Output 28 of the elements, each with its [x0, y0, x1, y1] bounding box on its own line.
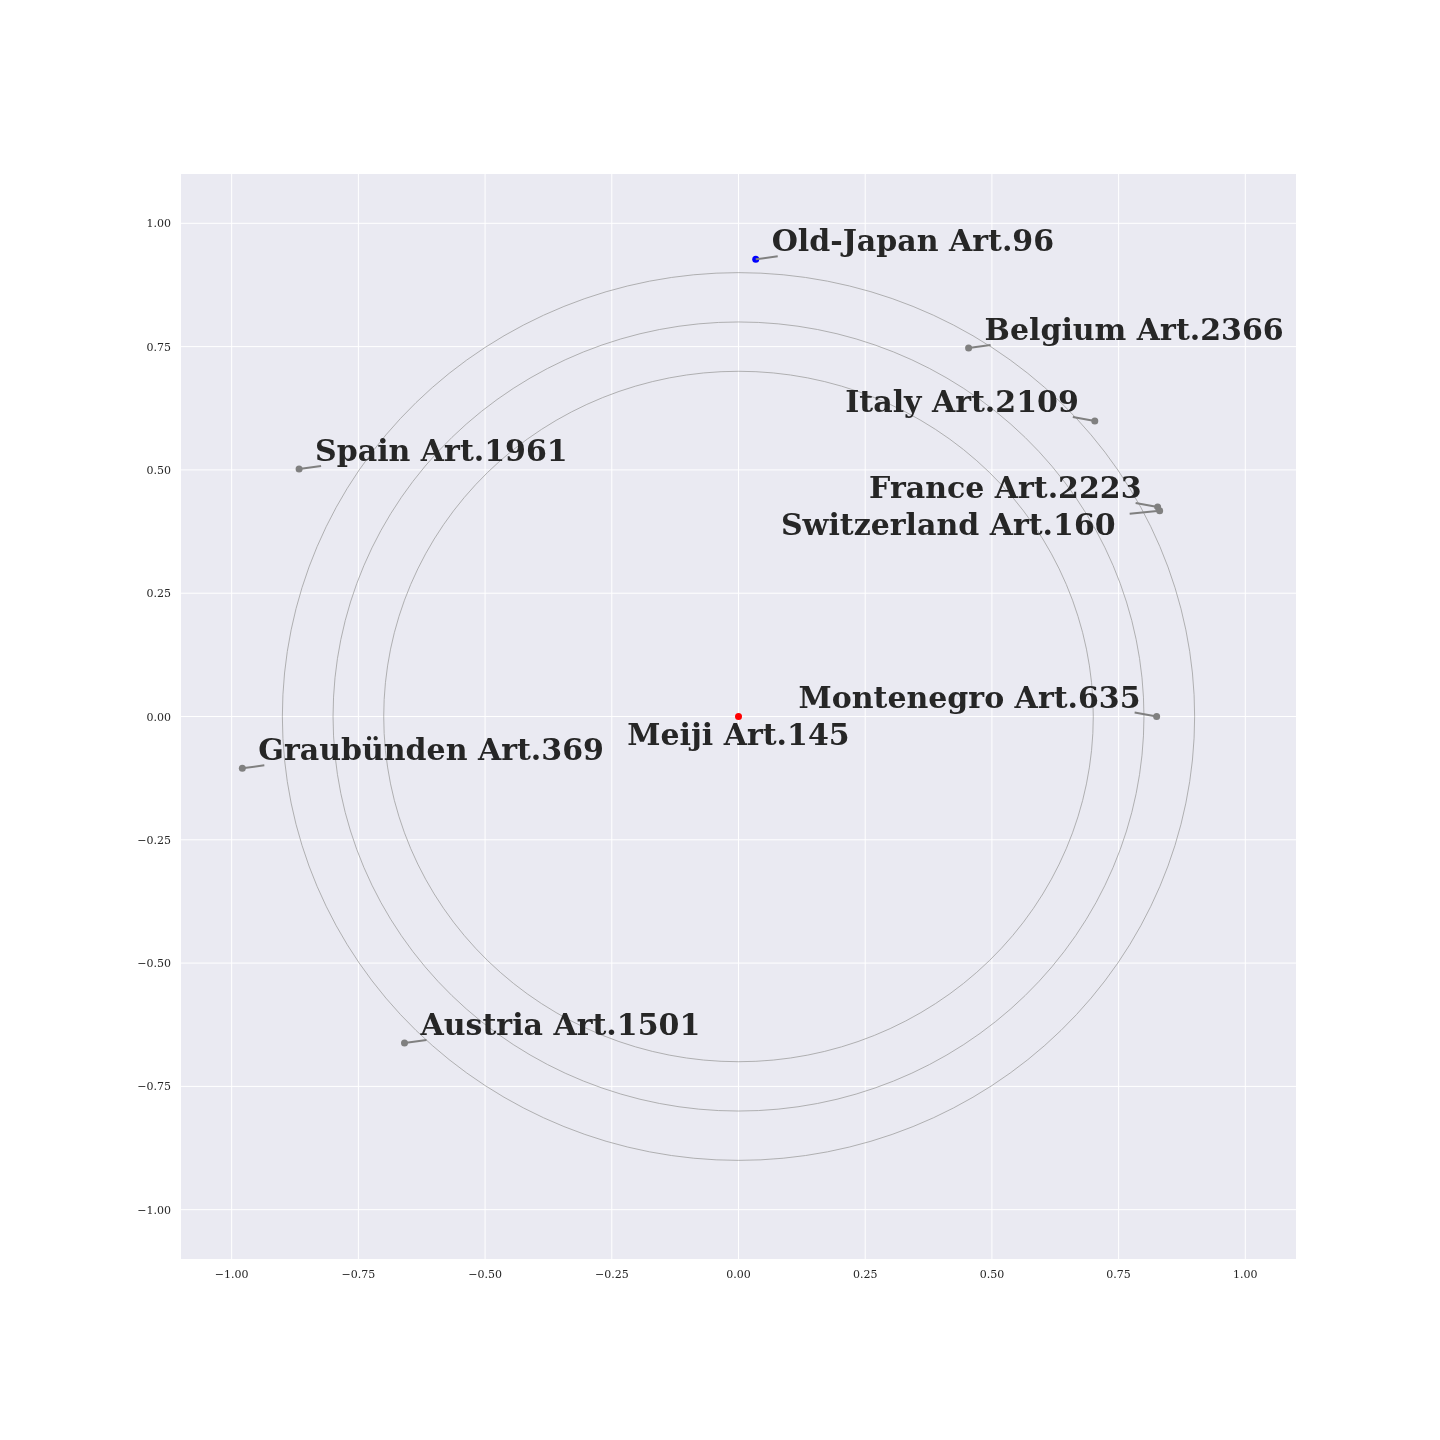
annotation: Old-Japan Art.96 — [771, 223, 1055, 259]
x-tick-label: −1.00 — [214, 1268, 249, 1281]
annotation: Meiji Art.145 — [627, 716, 850, 752]
y-tick-label: −0.75 — [137, 1080, 171, 1094]
y-tick-label: −0.25 — [137, 833, 171, 847]
y-tick-label: 0.50 — [146, 463, 171, 477]
annotation: Montenegro Art.635 — [798, 679, 1141, 715]
y-tick-label: 0.75 — [146, 340, 171, 354]
annotation: Belgium Art.2366 — [984, 312, 1284, 348]
x-tick-label: 0.00 — [726, 1268, 751, 1281]
x-tick-label: 1.00 — [1233, 1268, 1258, 1281]
y-tick-label: 1.00 — [146, 217, 171, 231]
x-tick-label: 0.75 — [1106, 1268, 1131, 1281]
annotation: Spain Art.1961 — [315, 432, 568, 468]
annotation: France Art.2223 — [869, 469, 1142, 505]
annotation: Switzerland Art.160 — [780, 506, 1116, 542]
x-tick-label: −0.75 — [341, 1268, 376, 1281]
y-tick-label: −0.50 — [137, 957, 171, 971]
y-tick-label: 0.25 — [146, 587, 171, 601]
annotation: Austria Art.1501 — [419, 1006, 701, 1042]
x-tick-label: −0.50 — [468, 1268, 502, 1281]
annotation: Graubünden Art.369 — [258, 732, 604, 768]
y-tick-label: −1.00 — [137, 1203, 171, 1217]
x-tick-label: −0.25 — [594, 1268, 629, 1281]
y-tick-label: 0.00 — [146, 710, 171, 724]
x-tick-label: 0.50 — [979, 1268, 1005, 1281]
x-tick-label: 0.25 — [852, 1268, 878, 1281]
annotation: Italy Art.2109 — [845, 384, 1079, 420]
